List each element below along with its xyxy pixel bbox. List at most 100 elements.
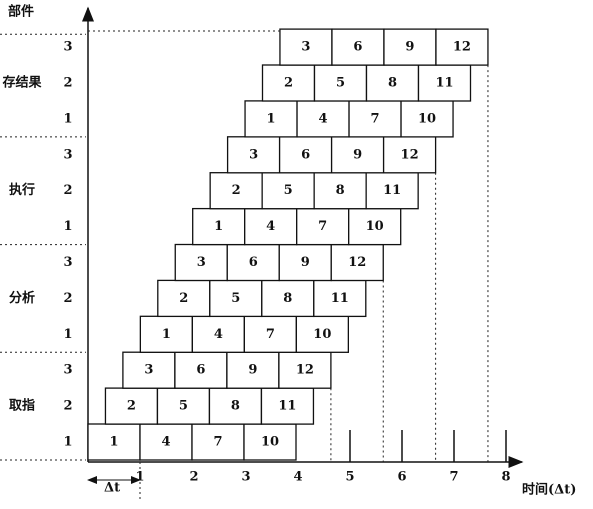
op-label: 11 — [435, 76, 453, 91]
unit-label: 2 — [63, 76, 72, 91]
op-label: 6 — [353, 40, 362, 55]
unit-label: 1 — [63, 435, 72, 450]
x-tick-label: 6 — [397, 470, 406, 485]
stage-name: 分析 — [9, 290, 35, 306]
op-box — [157, 279, 211, 318]
op-label: 1 — [109, 435, 118, 450]
unit-label: 3 — [63, 40, 72, 55]
x-tick-label: 3 — [241, 470, 250, 485]
x-tick-label: 5 — [345, 470, 354, 485]
op-box — [331, 28, 385, 66]
op-box — [260, 387, 315, 425]
unit-label: 1 — [63, 111, 72, 126]
x-tick-label: 4 — [293, 470, 302, 485]
op-box — [174, 351, 228, 389]
op-box — [209, 172, 263, 210]
op-label: 4 — [319, 111, 328, 126]
op-label: 5 — [336, 76, 345, 91]
op-box — [278, 351, 332, 389]
x-tick-label: 8 — [501, 470, 510, 485]
unit-label: 3 — [63, 255, 72, 270]
op-label: 5 — [284, 183, 293, 198]
op-box — [348, 207, 402, 246]
op-label: 10 — [261, 435, 279, 450]
unit-label: 2 — [63, 183, 72, 198]
op-box — [139, 315, 194, 353]
op-label: 9 — [353, 147, 362, 162]
op-box — [261, 64, 316, 102]
op-label: 3 — [249, 147, 258, 162]
op-box — [139, 423, 193, 461]
op-label: 2 — [127, 399, 136, 414]
op-label: 1 — [214, 219, 223, 234]
unit-label: 2 — [63, 291, 72, 306]
op-label: 4 — [266, 219, 275, 234]
op-label: 1 — [162, 327, 171, 342]
op-label: 8 — [231, 399, 240, 414]
op-label: 10 — [418, 111, 436, 126]
stage-name: 执行 — [9, 182, 35, 198]
op-box — [191, 423, 245, 461]
op-box — [417, 64, 472, 102]
x-tick-label: 1 — [135, 470, 144, 485]
op-label: 5 — [231, 291, 240, 306]
op-label: 6 — [301, 147, 310, 162]
op-label: 2 — [179, 291, 188, 306]
op-box — [244, 207, 298, 246]
op-box — [382, 136, 437, 174]
unit-label: 3 — [63, 147, 72, 162]
op-box — [330, 243, 384, 282]
op-box — [296, 207, 350, 246]
op-box — [330, 136, 385, 174]
op-box — [313, 279, 367, 318]
op-label: 7 — [371, 111, 380, 126]
op-label: 7 — [266, 327, 275, 342]
component-label: 部件 — [8, 4, 34, 20]
op-label: 6 — [196, 363, 205, 378]
op-label: 7 — [318, 219, 327, 234]
op-label: 9 — [301, 255, 310, 270]
op-label: 1 — [267, 111, 276, 126]
op-box — [295, 315, 350, 353]
op-label: 11 — [331, 291, 349, 306]
unit-label: 1 — [63, 327, 72, 342]
op-box — [435, 28, 489, 66]
op-label: 4 — [214, 327, 223, 342]
op-box — [191, 315, 246, 353]
op-label: 6 — [249, 255, 258, 270]
op-box — [192, 207, 246, 246]
op-box — [174, 243, 228, 282]
op-label: 12 — [453, 40, 471, 55]
op-label: 11 — [278, 399, 296, 414]
stage-name: 存结果 — [2, 75, 41, 91]
op-label: 12 — [401, 147, 419, 162]
op-box — [278, 243, 332, 282]
x-tick-label: 7 — [449, 470, 458, 485]
unit-label: 3 — [63, 363, 72, 378]
unit-label: 1 — [63, 219, 72, 234]
op-box — [400, 100, 454, 138]
op-label: 8 — [283, 291, 292, 306]
op-box — [104, 387, 159, 425]
op-label: 11 — [383, 183, 401, 198]
time-label: 时间(Δt) — [522, 482, 576, 498]
op-label: 8 — [336, 183, 345, 198]
op-label: 9 — [405, 40, 414, 55]
op-label: 12 — [296, 363, 314, 378]
op-box — [208, 387, 263, 425]
unit-label: 2 — [63, 399, 72, 414]
op-box — [365, 64, 420, 102]
op-box — [383, 28, 437, 66]
stage-name: 取指 — [9, 398, 35, 414]
x-tick-label: 2 — [189, 470, 198, 485]
op-label: 7 — [213, 435, 222, 450]
op-label: 9 — [248, 363, 257, 378]
op-label: 12 — [348, 255, 366, 270]
op-label: 8 — [388, 76, 397, 91]
delta-label: Δt — [104, 481, 120, 496]
op-box — [226, 243, 280, 282]
op-label: 10 — [366, 219, 384, 234]
op-box — [156, 387, 211, 425]
op-label: 5 — [179, 399, 188, 414]
